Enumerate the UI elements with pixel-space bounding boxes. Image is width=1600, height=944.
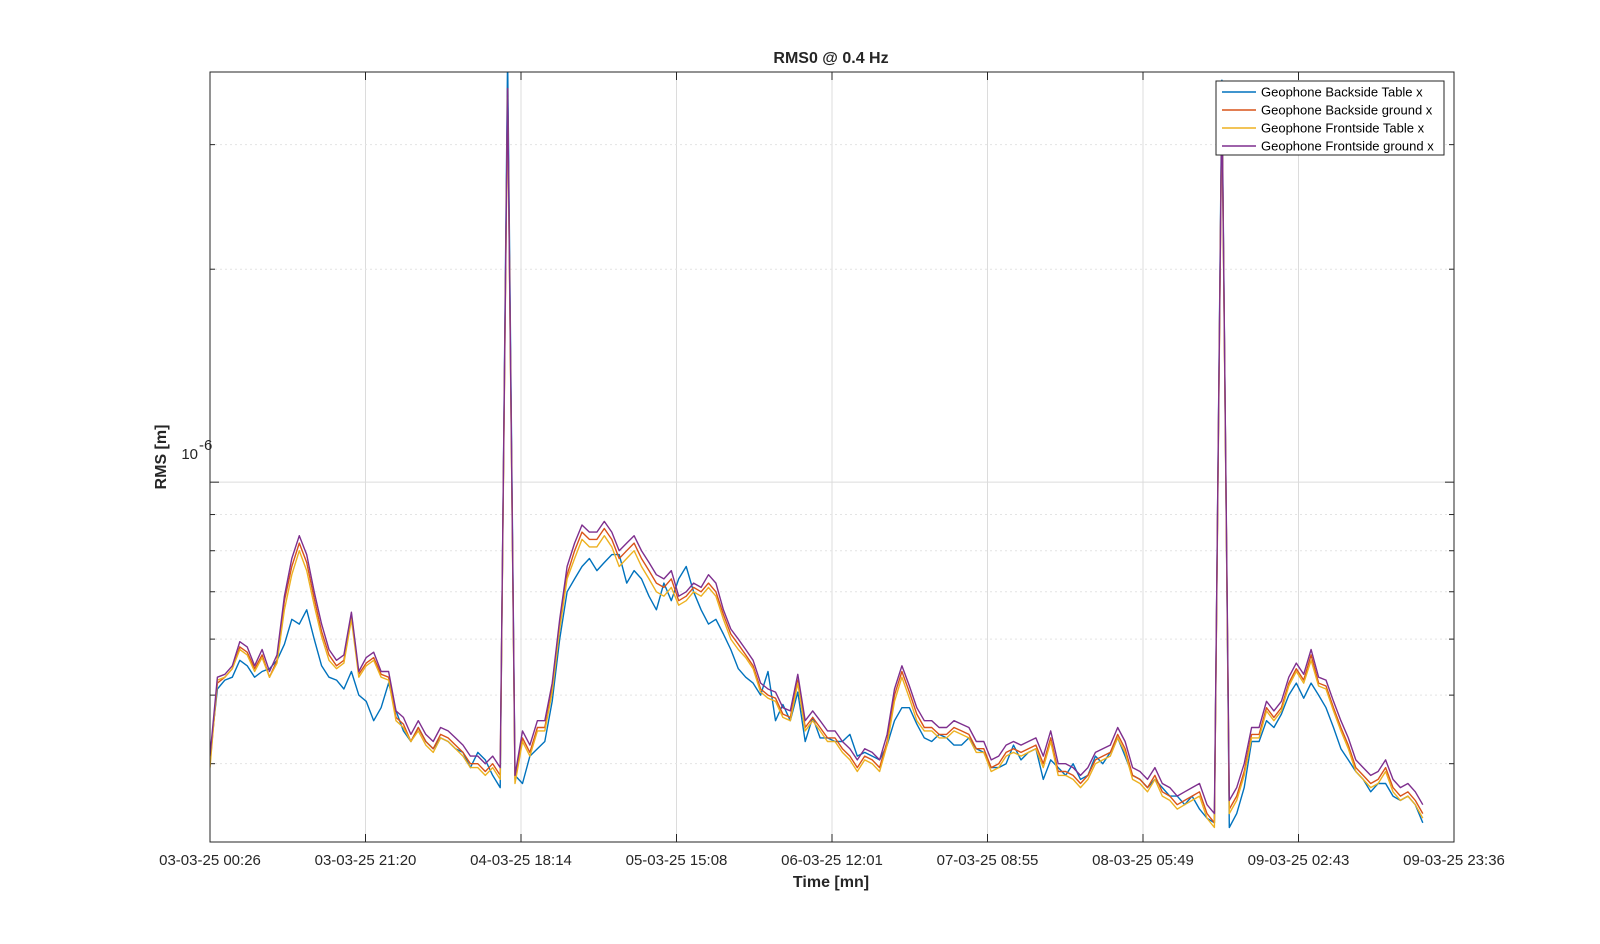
x-tick-label: 05-03-25 15:08 xyxy=(626,852,728,869)
series-lines xyxy=(210,72,1424,829)
x-tick-label: 04-03-25 18:14 xyxy=(470,852,572,869)
x-tick-label: 03-03-25 00:26 xyxy=(159,852,261,869)
series-line-frontside-ground-x xyxy=(210,87,1424,815)
x-tick-label: 09-03-25 02:43 xyxy=(1248,852,1350,869)
x-tick-label: 03-03-25 21:20 xyxy=(315,852,417,869)
x-tick-label: 06-03-25 12:01 xyxy=(781,852,883,869)
plot-frame xyxy=(209,71,1455,843)
x-axis-title: Time [mn] xyxy=(793,874,869,891)
legend-box xyxy=(1215,80,1445,156)
legend: Geophone Backside Table x Geophone Backsi… xyxy=(1215,80,1445,156)
axis-ticks xyxy=(209,72,1455,842)
legend-label: Geophone Frontside Table x xyxy=(1261,121,1425,136)
legend-label: Geophone Frontside ground x xyxy=(1261,139,1434,154)
y-axis-title: RMS [m] xyxy=(153,425,170,490)
legend-label: Geophone Backside ground x xyxy=(1261,103,1433,118)
x-tick-label: 08-03-25 05:49 xyxy=(1092,852,1194,869)
x-tick-label: 09-03-25 23:36 xyxy=(1403,852,1505,869)
x-tick-label: 07-03-25 08:55 xyxy=(937,852,1039,869)
x-tick-labels: 03-03-25 00:26 03-03-25 21:20 04-03-25 18:… xyxy=(159,852,1505,869)
legend-label: Geophone Backside Table x xyxy=(1261,85,1423,100)
y-tick-label-base: 10 xyxy=(181,446,198,463)
y-tick-label-exponent: -6 xyxy=(199,437,212,454)
chart-title: RMS0 @ 0.4 Hz xyxy=(773,50,888,67)
